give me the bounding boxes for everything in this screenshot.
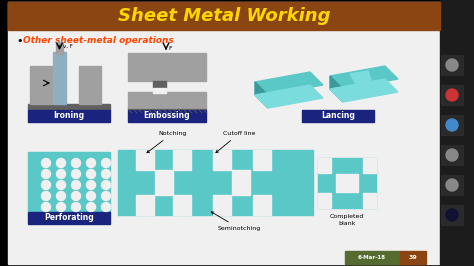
Bar: [153, 88, 166, 93]
Bar: [28, 152, 110, 212]
Polygon shape: [255, 82, 268, 108]
Bar: [155, 170, 173, 195]
Bar: [128, 53, 206, 81]
Circle shape: [86, 159, 95, 168]
Polygon shape: [330, 66, 398, 89]
Bar: [53, 52, 66, 104]
Polygon shape: [255, 72, 323, 95]
Polygon shape: [255, 85, 323, 108]
Text: Other sheet-metal operations: Other sheet-metal operations: [23, 36, 174, 45]
Bar: [173, 150, 191, 170]
Bar: [345, 251, 400, 264]
Circle shape: [446, 119, 458, 131]
Polygon shape: [330, 79, 398, 102]
Text: •: •: [16, 36, 22, 46]
Bar: [318, 193, 331, 208]
Bar: [441, 205, 463, 225]
Bar: [302, 110, 374, 122]
Circle shape: [42, 202, 51, 211]
Text: Seminotching: Seminotching: [211, 212, 261, 231]
Text: v, F: v, F: [63, 44, 73, 49]
Bar: [253, 195, 271, 215]
Bar: [440, 0, 474, 266]
Circle shape: [42, 169, 51, 178]
Circle shape: [42, 159, 51, 168]
Circle shape: [101, 169, 110, 178]
Circle shape: [56, 181, 65, 189]
Bar: [136, 150, 154, 170]
Bar: [336, 174, 358, 192]
Circle shape: [446, 179, 458, 191]
Text: Sheet Metal Working: Sheet Metal Working: [118, 7, 330, 25]
Circle shape: [101, 181, 110, 189]
Circle shape: [56, 202, 65, 211]
Text: Perforating: Perforating: [44, 214, 94, 222]
Bar: [8, 2, 440, 30]
Bar: [28, 212, 110, 224]
Bar: [28, 110, 110, 122]
Bar: [318, 158, 331, 173]
Bar: [56, 42, 63, 54]
Text: 39: 39: [409, 255, 418, 260]
Circle shape: [72, 202, 81, 211]
Circle shape: [86, 181, 95, 189]
Circle shape: [86, 202, 95, 211]
Circle shape: [101, 192, 110, 201]
Bar: [213, 195, 231, 215]
Circle shape: [446, 209, 458, 221]
Text: Lancing: Lancing: [321, 111, 355, 120]
Circle shape: [86, 192, 95, 201]
Bar: [318, 158, 376, 208]
Circle shape: [86, 169, 95, 178]
Bar: [441, 175, 463, 195]
Text: Cutoff line: Cutoff line: [216, 131, 255, 153]
Bar: [232, 170, 250, 195]
Circle shape: [72, 192, 81, 201]
Circle shape: [101, 202, 110, 211]
Polygon shape: [350, 71, 372, 87]
Circle shape: [72, 159, 81, 168]
Circle shape: [446, 149, 458, 161]
Bar: [30, 66, 52, 104]
Circle shape: [446, 59, 458, 71]
Bar: [28, 104, 110, 110]
Circle shape: [42, 192, 51, 201]
Bar: [441, 145, 463, 165]
Bar: [79, 66, 101, 104]
Bar: [363, 193, 376, 208]
Bar: [441, 85, 463, 105]
Bar: [363, 158, 376, 173]
Bar: [136, 195, 154, 215]
Circle shape: [446, 89, 458, 101]
Bar: [441, 115, 463, 135]
Bar: [400, 251, 426, 264]
Circle shape: [101, 159, 110, 168]
Bar: [118, 150, 313, 215]
Text: F: F: [168, 46, 172, 51]
Circle shape: [56, 159, 65, 168]
Bar: [173, 195, 191, 215]
Text: Embossing: Embossing: [144, 111, 191, 120]
Circle shape: [56, 192, 65, 201]
Circle shape: [56, 169, 65, 178]
Circle shape: [42, 181, 51, 189]
Text: Completed
blank: Completed blank: [330, 214, 364, 226]
Polygon shape: [153, 81, 166, 88]
Bar: [128, 110, 206, 122]
Circle shape: [72, 169, 81, 178]
Bar: [128, 92, 206, 109]
Circle shape: [72, 181, 81, 189]
Text: Notching: Notching: [147, 131, 186, 153]
Bar: [441, 55, 463, 75]
Bar: [213, 150, 231, 170]
Text: 6-Mar-18: 6-Mar-18: [358, 255, 386, 260]
Text: Ironing: Ironing: [54, 111, 84, 120]
Polygon shape: [330, 76, 343, 102]
Bar: [253, 150, 271, 170]
